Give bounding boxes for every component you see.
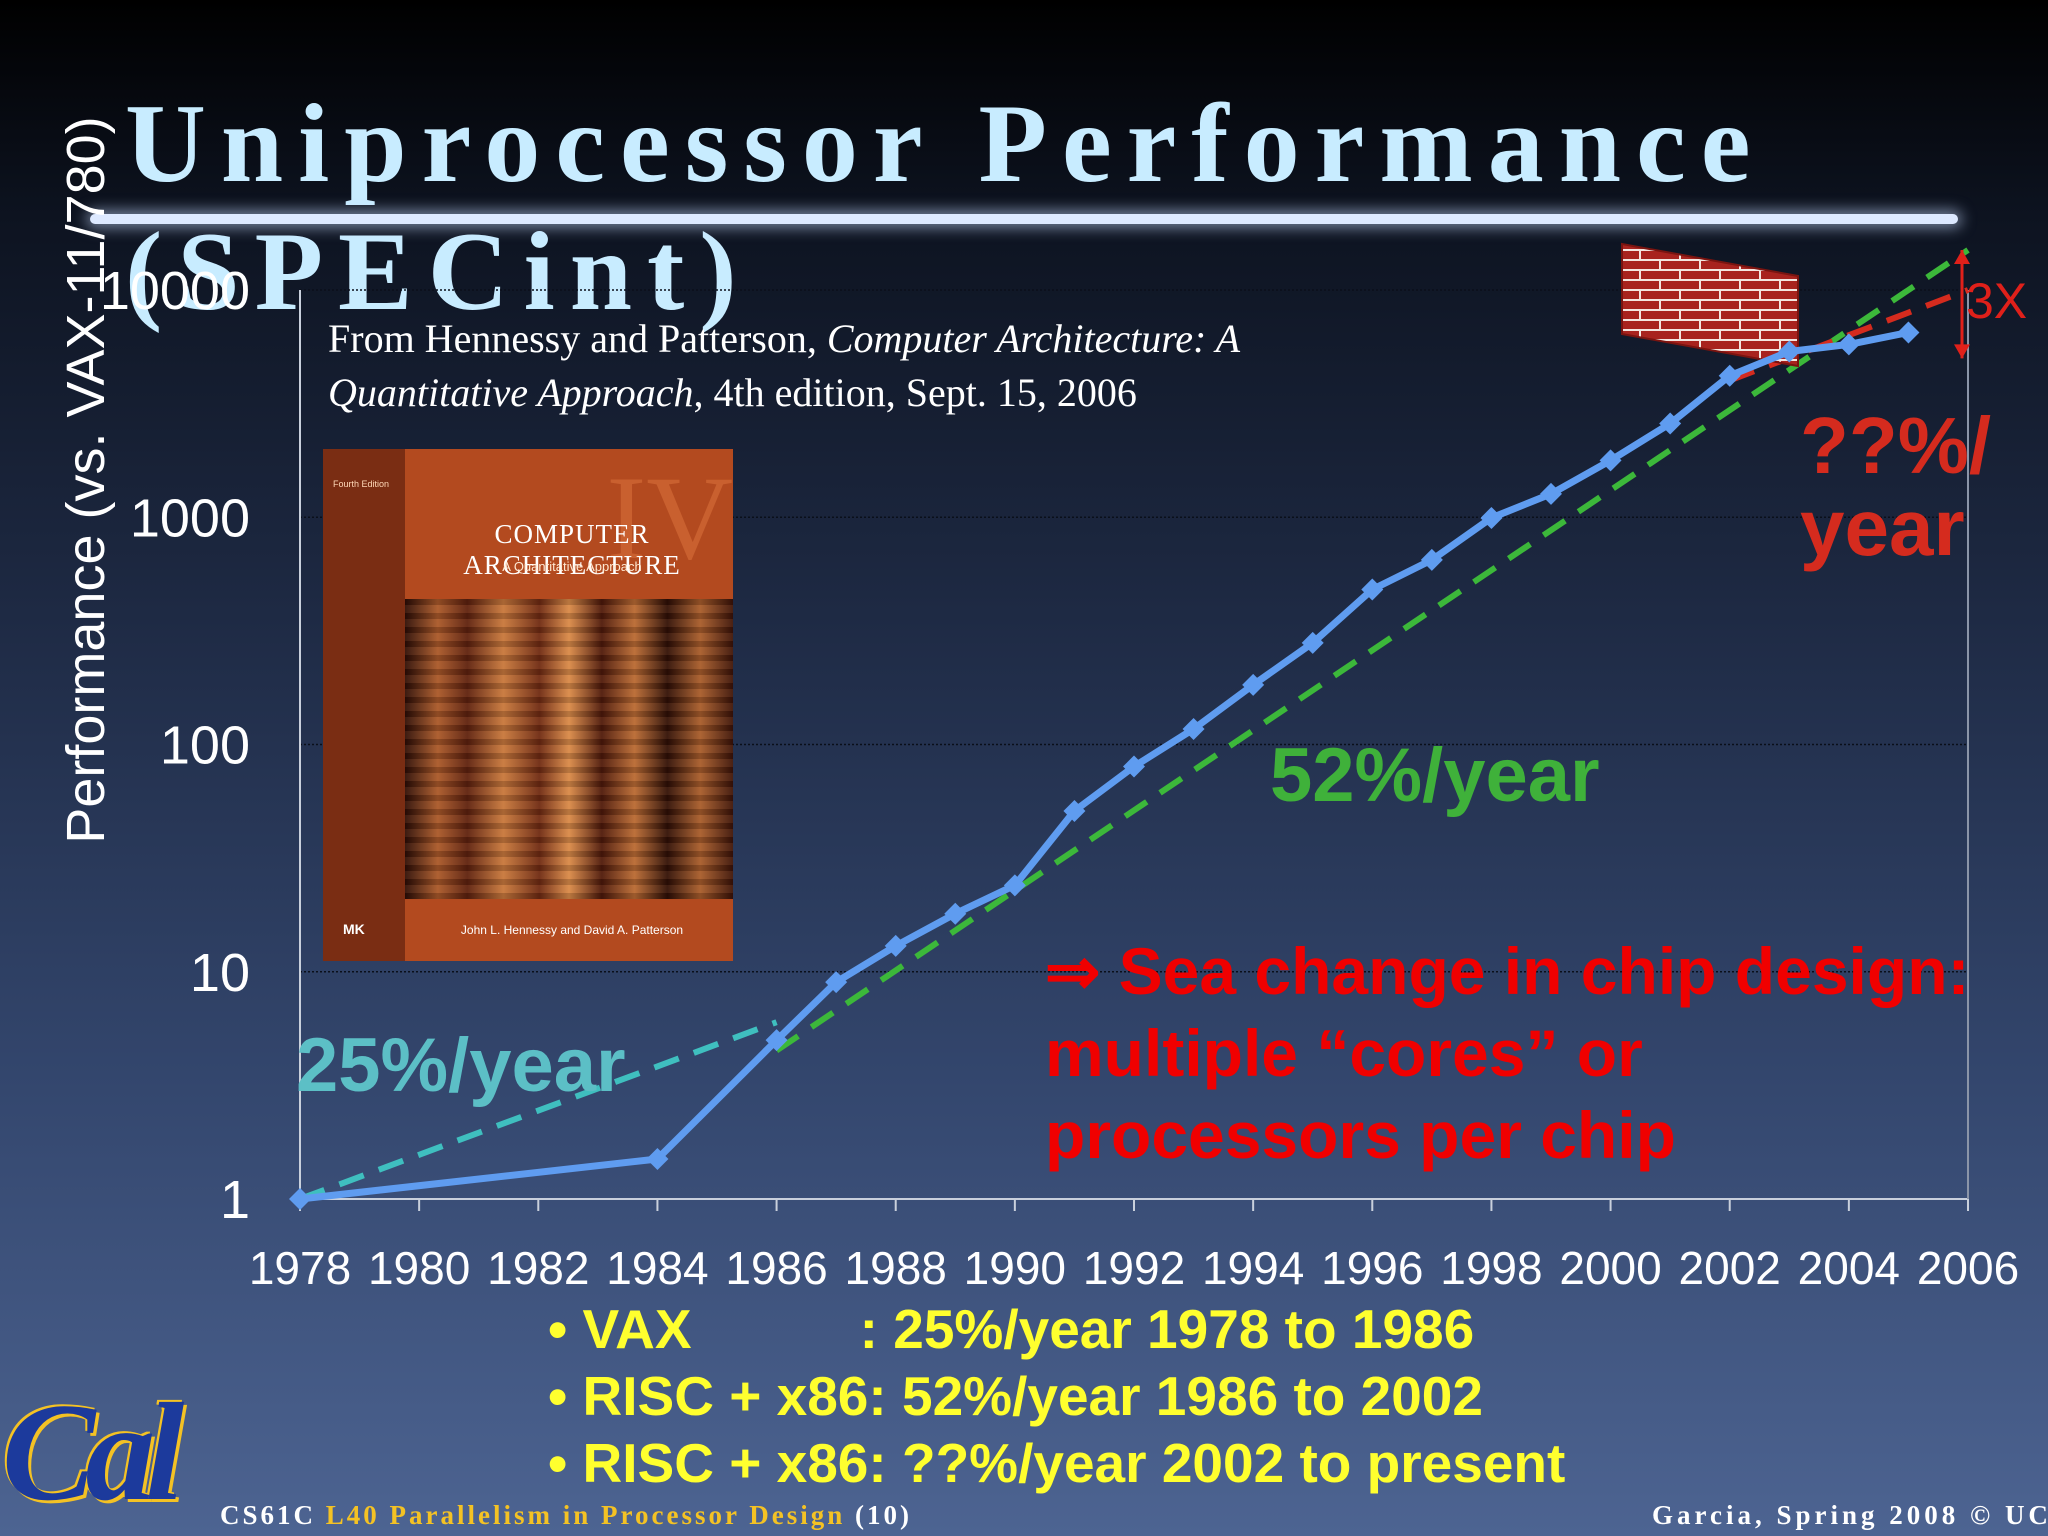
x-tick-label: 1994	[1202, 1242, 1304, 1294]
book-roman-numeral: IV	[606, 451, 733, 584]
series-point	[1063, 799, 1086, 822]
y-axis-label: Performance (vs. VAX-11/780)	[56, 116, 116, 843]
x-tick-labels: 1978 1980 1982 1984 1986 1988 1990 1992 1994 1996…	[249, 1242, 2019, 1294]
series-point	[1361, 578, 1384, 601]
series-point	[765, 1029, 788, 1052]
y-tick-label: 1000	[130, 488, 250, 548]
series-point	[289, 1188, 311, 1210]
summary-bullets: VAX : 25%/year 1978 to 1986 RISC + x86: …	[548, 1296, 1566, 1497]
book-subtitle: A Quantitative Approach	[502, 559, 642, 574]
trendline-1	[774, 247, 1970, 1054]
x-tick-label: 2006	[1917, 1242, 2019, 1294]
slide-title: Uniprocessor Performance (SPECint)	[125, 82, 1766, 334]
series-point	[1123, 755, 1145, 778]
rate-unknown-line1: ??%/	[1800, 401, 1992, 490]
x-tick-label: 2002	[1679, 1242, 1781, 1294]
axes	[299, 290, 1969, 1211]
book-edition: Fourth Edition	[333, 479, 390, 489]
x-tick-label: 1978	[249, 1242, 351, 1294]
y-tick-label: 10000	[100, 261, 250, 321]
book-authors: John L. Hennessy and David A. Patterson	[460, 923, 684, 937]
series-point	[1003, 874, 1026, 897]
series-point	[1420, 548, 1443, 571]
gap-marker	[1954, 249, 1970, 359]
rate-label-25: 25%/year	[296, 1023, 626, 1108]
series-point	[1182, 718, 1205, 741]
series-point	[1540, 482, 1562, 505]
series-point	[1480, 506, 1503, 529]
x-tick-label: 1980	[368, 1242, 470, 1294]
book-spine	[323, 449, 405, 961]
x-tick-label: 2000	[1559, 1242, 1661, 1294]
gap-arrow-head-top	[1954, 249, 1970, 264]
series-point	[1778, 340, 1801, 363]
source-citation: From Hennessy and Patterson, Computer Ar…	[328, 312, 1428, 420]
data-series	[289, 321, 1920, 1210]
x-tick-label: 1992	[1083, 1242, 1185, 1294]
book-cover-image: IV Fourth Edition Computer Architecture …	[323, 449, 733, 961]
source-edition: , 4th edition, Sept. 15, 2006	[693, 370, 1137, 415]
book-temple-photo	[405, 599, 733, 899]
footer-lecture: L40 Parallelism in Processor Design	[325, 1500, 846, 1530]
series-point	[1301, 631, 1324, 654]
footer-credit: Garcia, Spring 2008 © UCB	[1652, 1500, 2048, 1530]
rate-unknown-line2: year	[1800, 483, 1965, 572]
series-point	[1897, 321, 1920, 344]
series-point	[1599, 449, 1622, 472]
sea-change-note: ⇒ Sea change in chip design: multiple “c…	[1045, 934, 1970, 1172]
cal-logo: Cal	[2, 1375, 184, 1530]
footer-course-code: CS61C	[220, 1500, 317, 1530]
series-point	[944, 902, 967, 925]
x-tick-label: 1996	[1321, 1242, 1423, 1294]
series-point	[825, 971, 848, 994]
series-point	[646, 1147, 669, 1170]
x-tick-label: 1990	[964, 1242, 1066, 1294]
x-tick-label: 2004	[1798, 1242, 1900, 1294]
y-tick-label: 1	[220, 1170, 250, 1230]
power-wall-brick	[1621, 242, 1799, 368]
x-tick-label: 1984	[606, 1242, 708, 1294]
gap-arrow-head-bottom	[1954, 344, 1970, 359]
summary-bullet-risc-52: RISC + x86: 52%/year 1986 to 2002	[548, 1363, 1565, 1430]
rate-label-unknown: ??%/ year	[1800, 405, 1991, 569]
series-point	[1718, 364, 1741, 387]
y-tick-labels: 1 10 100 1000 10000	[100, 261, 250, 1230]
series-point	[1837, 333, 1860, 356]
rate-label-52: 52%/year	[1270, 733, 1600, 818]
series-point	[1242, 673, 1265, 696]
x-tick-label: 1982	[487, 1242, 589, 1294]
book-publisher-logo: MK	[343, 921, 365, 937]
summary-bullet-risc-unknown: RISC + x86: ??%/year 2002 to present	[548, 1430, 1566, 1497]
book-title: Computer Architecture	[463, 519, 681, 580]
source-book-title: Computer Architecture: A Quantitative Ap…	[328, 316, 1240, 415]
summary-bullet-vax: VAX : 25%/year 1978 to 1986	[548, 1296, 1565, 1363]
series-line	[299, 328, 1910, 1203]
x-tick-label: 1998	[1440, 1242, 1542, 1294]
x-tick-label: 1986	[725, 1242, 827, 1294]
footer-course: CS61C L40 Parallelism in Processor Desig…	[220, 1500, 912, 1531]
gap-label-3x: 3X	[1966, 273, 2028, 329]
series-point	[884, 934, 907, 957]
x-tick-label: 1988	[845, 1242, 947, 1294]
title-underline	[90, 214, 1958, 224]
series-point	[1659, 412, 1682, 435]
y-tick-label: 10	[190, 943, 250, 1003]
y-tick-label: 100	[160, 716, 250, 776]
trendline-0	[298, 1019, 778, 1202]
source-prefix: From Hennessy and Patterson,	[328, 316, 817, 361]
footer-page-number: (10)	[854, 1500, 912, 1530]
